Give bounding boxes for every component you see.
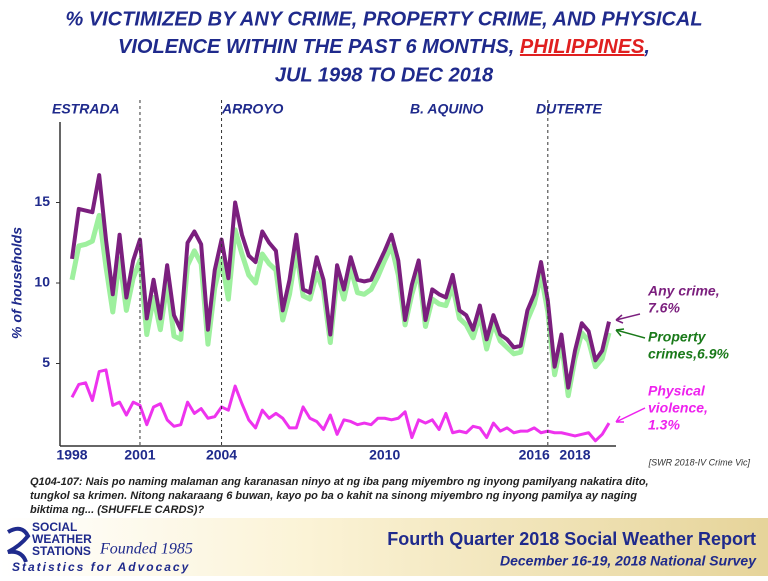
arrow xyxy=(615,313,641,324)
arrows xyxy=(615,313,646,423)
y-tick-label: 15 xyxy=(34,193,50,209)
footer-subtitle: December 16-19, 2018 National Survey xyxy=(500,553,757,569)
title-part: , xyxy=(643,36,650,58)
series-line xyxy=(70,368,611,443)
legend-label: Physical xyxy=(648,383,706,399)
x-tick-label: 1998 xyxy=(56,447,87,463)
x-tick-label: 2018 xyxy=(559,447,590,463)
logo-text: WEATHER xyxy=(32,532,92,546)
title-part: VIOLENCE WITHIN THE PAST 6 MONTHS, xyxy=(118,36,520,58)
logo-founded: Founded 1985 xyxy=(99,541,193,558)
y-tick-label: 5 xyxy=(42,354,50,370)
legend-label: Any crime, xyxy=(647,283,720,299)
legend-label: crimes,6.9% xyxy=(648,346,729,362)
series-line xyxy=(69,212,612,399)
legend-label: 7.6% xyxy=(648,300,680,316)
president-label: ESTRADA xyxy=(52,101,120,117)
president-label: DUTERTE xyxy=(536,101,603,117)
plot xyxy=(69,173,612,443)
x-tick-label: 2001 xyxy=(124,447,155,463)
question: Q104-107: Nais po naming malaman ang kar… xyxy=(30,476,649,488)
question: tungkol sa krimen. Nitong nakaraang 6 bu… xyxy=(30,490,637,502)
chart-title: JUL 1998 TO DEC 2018 xyxy=(275,64,494,86)
arrow xyxy=(615,328,646,339)
x-tick-label: 2010 xyxy=(369,447,400,463)
logo-tagline: Statistics for Advocacy xyxy=(12,560,190,574)
legend-label: Property xyxy=(648,329,707,345)
source: [SWR 2018-IV Crime Vic] xyxy=(648,457,751,467)
question: biktima ng... (SHUFFLE CARDS)? xyxy=(30,504,204,516)
arrow xyxy=(615,407,646,423)
series-line xyxy=(70,173,611,390)
x-tick-label: 2004 xyxy=(206,447,237,463)
y-tick-label: 10 xyxy=(34,274,50,290)
chart-title: % VICTIMIZED BY ANY CRIME, PROPERTY CRIM… xyxy=(65,8,702,30)
logo-mark xyxy=(7,526,31,563)
x-tick-label: 2016 xyxy=(519,447,550,463)
president-label: B. AQUINO xyxy=(410,101,483,117)
title-highlight: PHILIPPINES xyxy=(520,36,645,58)
president-label: ARROYO xyxy=(221,101,284,117)
y-axis-label: % of households xyxy=(9,227,25,339)
legend-label: 1.3% xyxy=(648,417,680,433)
footer-title: Fourth Quarter 2018 Social Weather Repor… xyxy=(387,529,756,549)
logo-text: STATIONS xyxy=(32,544,91,558)
chart-title: VIOLENCE WITHIN THE PAST 6 MONTHS, PHILI… xyxy=(118,36,650,58)
footer-band xyxy=(0,518,768,576)
legend-label: violence, xyxy=(648,400,708,416)
logo-text: SOCIAL xyxy=(32,520,77,534)
